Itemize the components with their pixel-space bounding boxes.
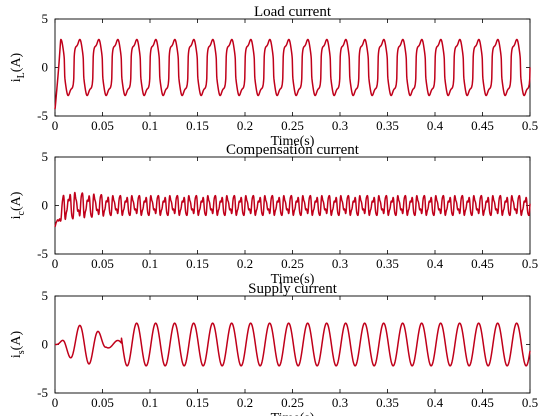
x-tick-label: 0.05 xyxy=(91,118,114,133)
x-tick-label: 0.35 xyxy=(376,395,399,410)
y-tick-label: 5 xyxy=(42,11,49,26)
plot-frame xyxy=(54,295,531,394)
x-tick-label: 0 xyxy=(52,118,59,133)
x-tick-label: 0.3 xyxy=(332,256,348,271)
x-tick-label: 0.4 xyxy=(427,256,444,271)
x-tick-label: 0.1 xyxy=(142,256,158,271)
series-line xyxy=(54,38,531,110)
x-tick-label: 0.5 xyxy=(522,118,538,133)
x-tick-label: 0.15 xyxy=(186,256,209,271)
y-axis-label: is(A) xyxy=(9,331,27,359)
x-tick-label: 0.35 xyxy=(376,256,399,271)
x-tick-label: 0.2 xyxy=(237,256,253,271)
y-axis-label: iL(A) xyxy=(9,52,27,82)
x-tick-label: 0.5 xyxy=(522,256,538,271)
x-tick-label: 0.45 xyxy=(471,118,494,133)
x-tick-label: 0.45 xyxy=(471,256,494,271)
x-tick-label: 0.3 xyxy=(332,118,348,133)
x-tick-label: 0.45 xyxy=(471,395,494,410)
series-line xyxy=(54,322,531,367)
x-tick-label: 0.15 xyxy=(186,395,209,410)
x-tick-label: 0.1 xyxy=(142,118,158,133)
x-tick-label: 0.3 xyxy=(332,395,348,410)
x-tick-label: 0.35 xyxy=(376,118,399,133)
x-axis-label: Time(s) xyxy=(271,134,315,149)
y-tick-label: -5 xyxy=(37,108,48,123)
subplot-3: Supply current 0 0.05 0.1 0.15 0.2 0.25 0.3 0.35… xyxy=(9,281,538,416)
x-tick-label: 0.2 xyxy=(237,395,253,410)
y-tick-label: 5 xyxy=(42,149,49,164)
x-axis-label: Time(s) xyxy=(271,411,315,416)
y-tick-label: -5 xyxy=(37,246,48,261)
x-tick-label: 0.15 xyxy=(186,118,209,133)
x-tick-label: 0.05 xyxy=(91,256,114,271)
x-tick-label: 0 xyxy=(52,256,59,271)
y-tick-label: -5 xyxy=(37,385,48,400)
x-tick-label: 0.25 xyxy=(281,395,304,410)
y-tick-label: 0 xyxy=(42,60,49,75)
x-axis-label: Time(s) xyxy=(271,272,315,287)
x-tick-label: 0.4 xyxy=(427,395,444,410)
x-tick-label: 0.1 xyxy=(142,395,158,410)
chart-title: Load current xyxy=(254,4,332,20)
y-axis-label: ic(A) xyxy=(9,191,27,219)
chart-title: Compensation current xyxy=(226,142,360,158)
y-tick-label: 5 xyxy=(42,288,49,303)
y-tick-label: 0 xyxy=(42,337,49,352)
x-tick-label: 0 xyxy=(52,395,59,410)
x-tick-label: 0.4 xyxy=(427,118,444,133)
x-tick-label: 0.05 xyxy=(91,395,114,410)
subplot-2: Compensation current 0 0.05 0.1 0.15 0.2 0.25 0… xyxy=(9,142,538,287)
chart-title: Supply current xyxy=(248,281,338,297)
x-tick-label: 0.2 xyxy=(237,118,253,133)
x-tick-label: 0.25 xyxy=(281,256,304,271)
x-tick-label: 0.25 xyxy=(281,118,304,133)
x-tick-label: 0.5 xyxy=(522,395,538,410)
subplot-1: Load current 0 0.05 0.1 0.15 0.2 0.25 0.3 0.35 0.… xyxy=(9,4,538,149)
y-tick-label: 0 xyxy=(42,198,49,213)
series-line xyxy=(54,191,531,228)
